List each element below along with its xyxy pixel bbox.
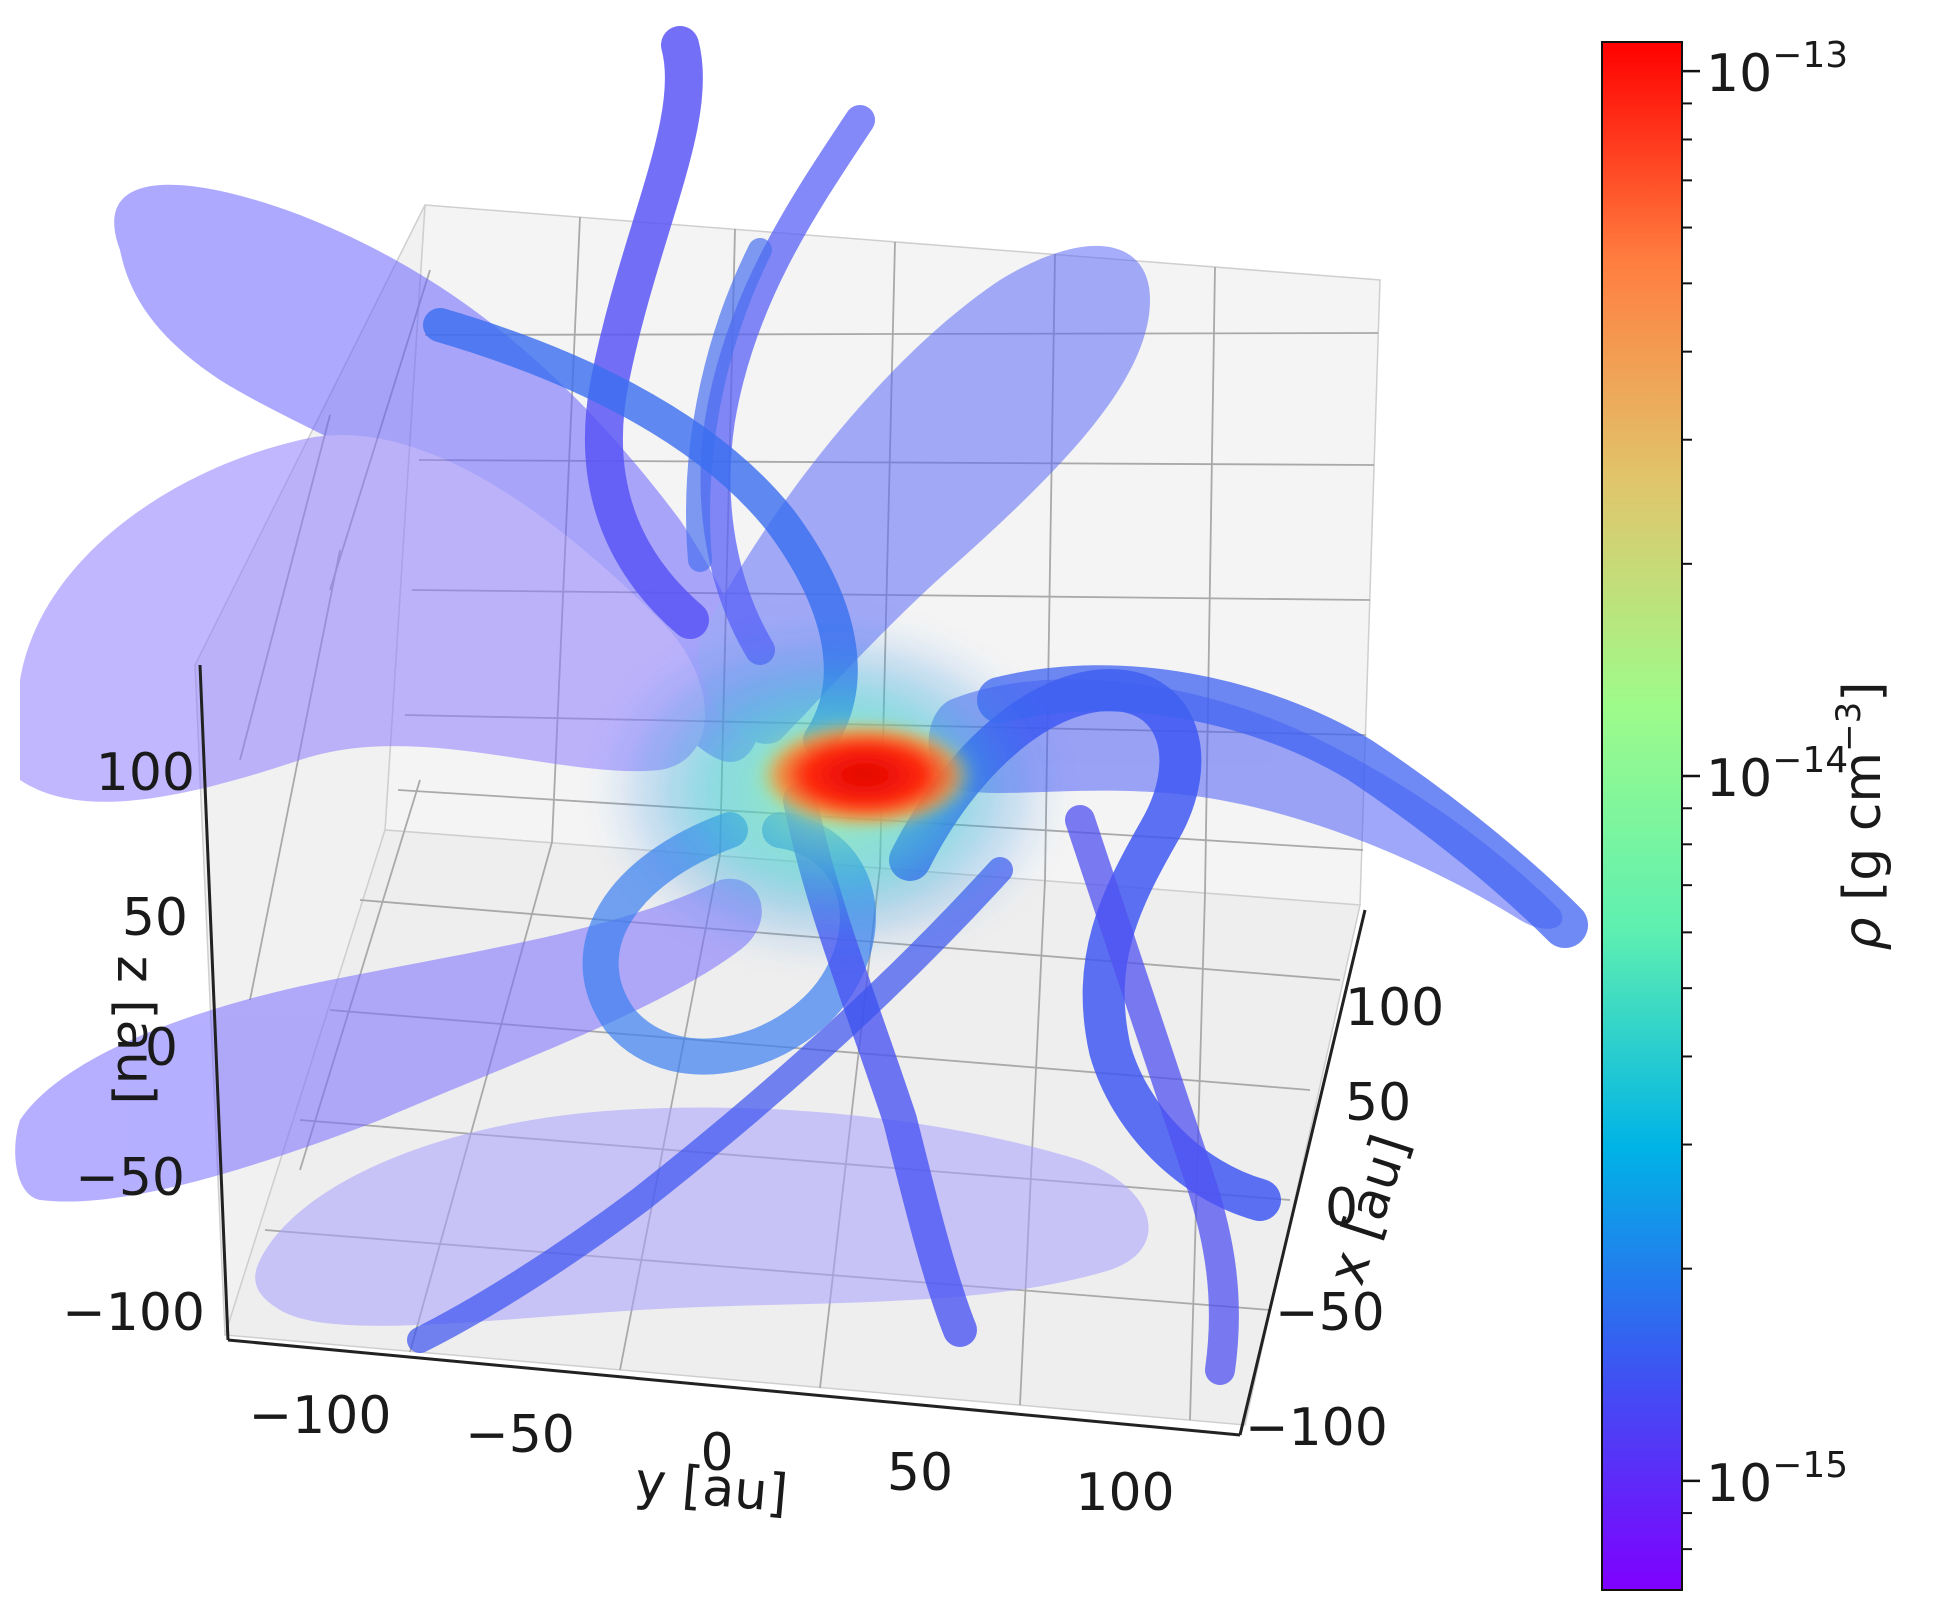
colorbar-gradient: [1601, 41, 1683, 1591]
colorbar-label-close: ]: [1833, 681, 1893, 701]
filament-lower-right: [1065, 805, 1239, 1385]
z-axis-line: [198, 664, 230, 1341]
y-axis-line: [227, 1338, 1241, 1437]
arm-lower-left: [15, 878, 762, 1202]
y-axis-label: y [au]: [633, 1452, 790, 1525]
filament-right-long: [977, 665, 1588, 948]
colorbar-ticks: 10−15 10−14 10−13: [1682, 35, 1848, 1551]
y-tick-label: 0: [700, 1423, 733, 1483]
colorbar-label-unit: [g cm: [1833, 752, 1893, 901]
z-tick-label: 100: [96, 743, 195, 803]
y-axis: −100 −50 0 50 100 y [au]: [227, 1338, 1241, 1525]
y-tick-label: 100: [1075, 1463, 1174, 1523]
z-axis: −100 −50 0 50 100 z [au]: [62, 664, 230, 1343]
z-tick-label: −100: [62, 1283, 205, 1343]
dense-core: [755, 720, 975, 830]
x-tick-label: 100: [1345, 978, 1444, 1038]
z-tick-label: 50: [122, 888, 188, 948]
y-tick-label: −50: [465, 1405, 575, 1465]
filament-top-2: [700, 105, 875, 665]
arm-left-sheet: [20, 434, 705, 802]
z-axis-label: z [au]: [105, 955, 165, 1104]
x-tick-label: 0: [1325, 1178, 1358, 1238]
colorbar-label-var: ρ: [1833, 918, 1893, 951]
arm-right-sheet: [928, 679, 1563, 929]
y-tick-label: 50: [887, 1443, 953, 1503]
z-tick-label: −50: [75, 1148, 185, 1208]
filament-diagonal: [407, 857, 1013, 1353]
x-tick-label: −100: [1245, 1398, 1388, 1458]
arm-upper-right: [698, 245, 1150, 744]
density-volume: [15, 26, 1588, 1385]
colorbar-tick-label: 10−15: [1706, 1445, 1848, 1514]
x-tick-label: 50: [1345, 1073, 1411, 1133]
colorbar-tick-label: 10−14: [1706, 740, 1848, 809]
filament-top-3: [686, 238, 772, 572]
x-axis-line: [1238, 909, 1367, 1436]
colorbar-label: ρ [g cm−3]: [1829, 681, 1893, 950]
x-axis: −100 −50 0 50 100 x [au]: [1238, 909, 1444, 1458]
colorbar-tick-label: 10−13: [1706, 35, 1848, 104]
colorbar-label-spacer: [1833, 901, 1893, 918]
colorbar: 10−15 10−14 10−13 ρ [g cm−3]: [1601, 35, 1893, 1591]
colorbar-label-exp: −3: [1829, 702, 1869, 752]
z-tick-label: 0: [145, 1018, 178, 1078]
x-tick-label: −50: [1275, 1283, 1385, 1343]
y-tick-label: −100: [249, 1386, 392, 1446]
